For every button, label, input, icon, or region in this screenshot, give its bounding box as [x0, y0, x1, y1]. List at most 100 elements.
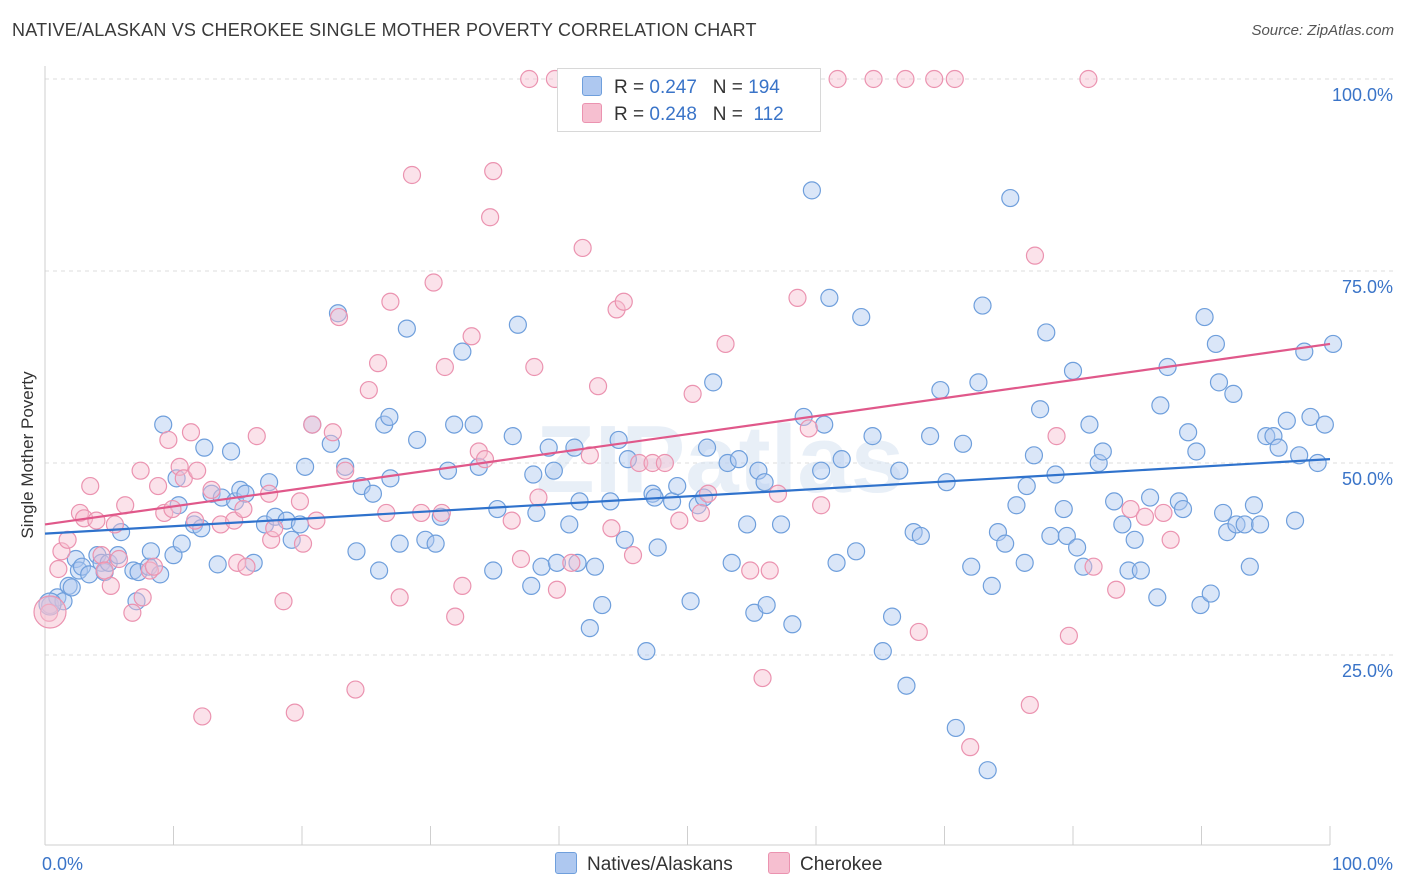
data-point	[1054, 499, 1073, 519]
data-point	[329, 307, 349, 327]
data-point	[668, 476, 687, 496]
data-point	[716, 334, 735, 354]
data-point	[738, 515, 757, 534]
data-point	[1250, 515, 1270, 534]
data-point	[783, 615, 802, 634]
legend-r-value: 0.247	[649, 77, 697, 98]
data-point	[1007, 496, 1026, 515]
data-point	[475, 450, 495, 469]
legend-n-value: 194	[748, 77, 780, 98]
data-point	[1047, 427, 1066, 446]
data-point	[637, 642, 656, 661]
data-point	[573, 238, 592, 258]
data-point	[565, 438, 584, 457]
data-point	[1285, 511, 1305, 530]
data-point	[290, 492, 310, 511]
data-point	[265, 519, 284, 538]
data-point	[228, 553, 247, 572]
data-point	[1113, 515, 1132, 534]
data-point	[757, 595, 776, 615]
data-point	[670, 511, 689, 530]
data-point	[522, 576, 541, 595]
data-point	[1257, 427, 1276, 446]
data-point	[1140, 488, 1160, 507]
data-point	[1269, 438, 1288, 457]
legend-label-natives: Natives/Alaskans	[587, 854, 733, 875]
data-point	[988, 523, 1008, 542]
data-point	[464, 415, 483, 434]
data-point	[170, 457, 189, 476]
data-point	[195, 438, 214, 457]
data-point	[909, 622, 928, 642]
data-point	[873, 642, 892, 661]
data-point	[1017, 476, 1036, 496]
data-point	[307, 511, 326, 530]
data-point	[321, 434, 340, 453]
data-point	[648, 538, 667, 557]
legend-n-label: N =	[712, 104, 743, 125]
data-point	[1079, 69, 1098, 89]
data-point	[368, 354, 388, 373]
data-point	[359, 380, 378, 400]
data-point	[1206, 334, 1225, 354]
legend-row-cherokee: R = 0.248 N = 112	[582, 103, 784, 129]
data-point	[101, 576, 120, 595]
data-point	[897, 676, 916, 695]
data-point	[1031, 400, 1050, 419]
data-point	[768, 484, 788, 503]
data-point	[511, 549, 531, 569]
data-point	[568, 553, 587, 572]
data-point	[749, 461, 768, 480]
data-point	[760, 561, 779, 580]
data-point	[503, 427, 522, 446]
data-point	[1107, 580, 1126, 599]
data-point	[655, 453, 674, 473]
data-point	[852, 307, 871, 327]
data-point	[683, 384, 702, 403]
data-point	[1187, 442, 1206, 461]
data-point	[285, 703, 304, 722]
data-point	[262, 530, 281, 549]
data-point	[544, 461, 563, 480]
data-point	[247, 427, 266, 446]
data-point	[1201, 584, 1220, 603]
data-point	[408, 430, 427, 450]
legend-r-label: R =	[614, 104, 645, 125]
data-point	[1059, 626, 1078, 645]
data-point	[59, 576, 78, 595]
data-point	[92, 546, 111, 565]
data-point	[1244, 496, 1264, 515]
data-point	[1015, 553, 1034, 572]
data-point	[864, 69, 883, 89]
data-point	[172, 534, 191, 553]
data-point	[978, 761, 997, 780]
legend-swatch-blue	[555, 852, 577, 874]
data-point	[812, 461, 831, 480]
legend-n-label: N =	[712, 77, 743, 98]
data-point	[370, 561, 389, 580]
data-point	[402, 165, 422, 185]
data-point	[1084, 557, 1103, 576]
data-point	[336, 461, 355, 480]
data-point	[820, 288, 839, 307]
data-point	[446, 607, 465, 626]
data-point	[1264, 427, 1283, 446]
data-point	[1025, 246, 1045, 265]
data-point	[484, 162, 503, 181]
data-point	[946, 718, 965, 738]
data-point	[1224, 384, 1243, 403]
data-point	[80, 565, 99, 584]
data-point	[615, 530, 634, 549]
legend-swatch-pink	[768, 852, 791, 874]
data-point	[921, 427, 940, 446]
data-point	[580, 619, 599, 638]
data-point	[618, 450, 637, 469]
data-point	[630, 453, 649, 473]
data-point	[1315, 415, 1334, 434]
data-point	[614, 292, 633, 311]
legend-row-natives: R = 0.247 N = 194	[582, 76, 780, 102]
data-point	[1131, 561, 1150, 580]
data-point	[1191, 595, 1210, 615]
data-point	[202, 480, 221, 499]
